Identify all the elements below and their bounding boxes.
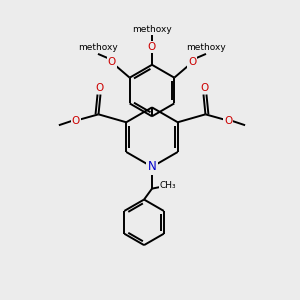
- Text: O: O: [224, 116, 232, 126]
- Text: O: O: [72, 116, 80, 126]
- Text: N: N: [148, 160, 156, 173]
- Text: O: O: [200, 82, 208, 93]
- Text: O: O: [95, 82, 104, 93]
- Text: O: O: [188, 57, 196, 67]
- Text: CH₃: CH₃: [160, 181, 176, 190]
- Text: methoxy: methoxy: [132, 25, 172, 34]
- Text: methoxy: methoxy: [78, 44, 118, 52]
- Text: methoxy: methoxy: [186, 44, 226, 52]
- Text: O: O: [148, 42, 156, 52]
- Text: O: O: [108, 57, 116, 67]
